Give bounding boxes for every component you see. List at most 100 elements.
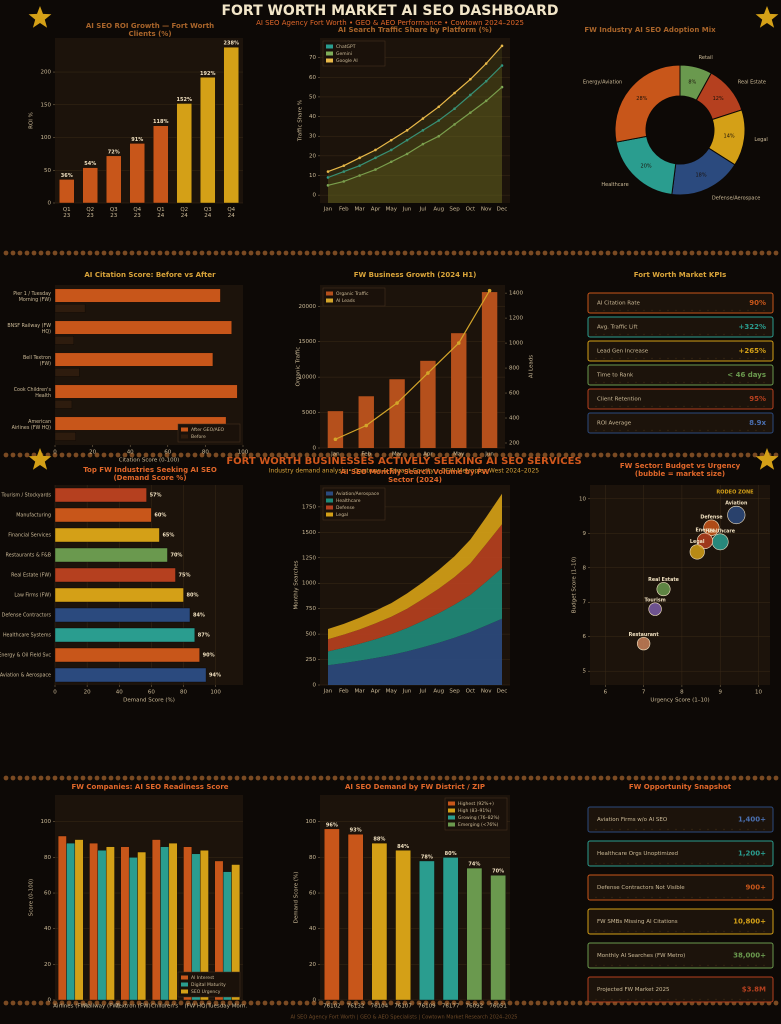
divider-dot <box>605 452 611 458</box>
legend-box <box>322 40 386 67</box>
divider-dot <box>206 250 212 256</box>
slice-value: 20% <box>641 164 652 170</box>
y2-axis-label: AI Leads <box>529 355 535 378</box>
card-dot <box>627 862 629 865</box>
divider-dot <box>640 452 646 458</box>
card-dot <box>763 998 765 1001</box>
card-dot <box>619 357 621 360</box>
value-label: 70% <box>170 553 182 559</box>
x-tick-label: Apr <box>423 452 433 458</box>
y-tick-label: 80 <box>309 855 316 861</box>
divider-dot <box>584 775 590 781</box>
chart-title: FW Business Growth (2024 H1) <box>354 271 477 279</box>
divider-dot <box>24 1000 30 1006</box>
card-dot <box>723 930 725 933</box>
marker <box>421 117 425 120</box>
marker <box>389 138 393 142</box>
card-dot <box>603 964 605 967</box>
card-dot <box>627 964 629 967</box>
divider-dot <box>108 775 114 781</box>
footer: AI SEO Agency Fort Worth | GEO & AEO Spe… <box>291 1015 518 1021</box>
card-dot <box>611 862 613 865</box>
legend-label: ChatGPT <box>336 44 356 50</box>
divider-dot <box>647 452 653 458</box>
card-dot <box>715 828 717 831</box>
chart-title: FW Industry AI SEO Adoption Mix <box>584 26 716 34</box>
divider-dot <box>269 452 275 458</box>
x-tick-label: Jan <box>330 452 340 458</box>
bar <box>54 487 147 503</box>
divider-dot <box>311 1000 317 1006</box>
divider-dot <box>185 775 191 781</box>
value-label: 87% <box>198 633 210 639</box>
marker <box>389 160 393 164</box>
x-tick-label: 76104 <box>371 1004 389 1010</box>
card-value: 1,200+ <box>738 850 766 858</box>
bar <box>231 864 241 1001</box>
value-label: 238% <box>224 41 239 47</box>
divider-dot <box>507 775 513 781</box>
divider-dot <box>73 1000 79 1006</box>
divider-dot <box>59 250 65 256</box>
bar <box>54 304 86 313</box>
marker <box>487 288 492 293</box>
slice-label: Real Estate <box>738 80 766 86</box>
y-tick-label: 1200 <box>509 316 523 322</box>
divider-dot <box>570 452 576 458</box>
card-dot <box>755 381 757 384</box>
value-label: 84% <box>193 613 205 619</box>
divider-dot <box>157 250 163 256</box>
card-dot <box>595 405 597 408</box>
divider-dot <box>297 775 303 781</box>
marker <box>358 156 361 160</box>
divider-dot <box>129 775 135 781</box>
card-dot <box>715 998 717 1001</box>
card-dot <box>611 998 613 1001</box>
divider-dot <box>472 1000 478 1006</box>
marker <box>374 148 377 152</box>
y-tick-label: 8 <box>583 565 587 571</box>
divider-dot <box>675 250 681 256</box>
x-tick-label: Feb <box>339 207 349 213</box>
divider-dot <box>570 775 576 781</box>
marker <box>342 164 346 167</box>
bar <box>54 368 80 377</box>
divider-dot <box>38 1000 44 1006</box>
x-tick-label: Nov <box>481 207 492 213</box>
divider-dot <box>416 775 422 781</box>
divider-dot <box>745 452 751 458</box>
divider-dot <box>45 250 51 256</box>
divider-dot <box>171 775 177 781</box>
divider-dot <box>696 775 702 781</box>
card-dot <box>683 998 685 1001</box>
divider-dot <box>738 775 744 781</box>
divider-dot <box>388 1000 394 1006</box>
card-dot <box>675 333 677 336</box>
divider-dot <box>73 775 79 781</box>
divider-dot <box>745 775 751 781</box>
divider-dot <box>724 452 730 458</box>
divider-dot <box>626 775 632 781</box>
card-dot <box>691 381 693 384</box>
bar <box>137 851 147 1001</box>
divider-dot <box>248 775 254 781</box>
bar <box>153 125 169 204</box>
card-value: +322% <box>739 323 767 331</box>
x-tick-label: 76102 <box>323 1004 341 1010</box>
card-dot <box>723 333 725 336</box>
section-subtitle: Industry demand analysis • Cowtown & Tar… <box>269 468 539 475</box>
card-dot <box>619 828 621 831</box>
divider-dot <box>136 250 142 256</box>
card-dot <box>659 862 661 865</box>
card-value: < 46 days <box>727 371 766 379</box>
bar <box>57 835 67 1001</box>
card-dot <box>651 998 653 1001</box>
y-tick-label: 60 <box>309 75 316 81</box>
card-label: Time to Rank <box>596 373 634 379</box>
card-dot <box>595 381 597 384</box>
divider-dot <box>150 1000 156 1006</box>
legend-label: Digital Maturity <box>191 982 226 988</box>
divider-dot <box>248 1000 254 1006</box>
card-dot <box>731 309 733 312</box>
card-dot <box>643 998 645 1001</box>
